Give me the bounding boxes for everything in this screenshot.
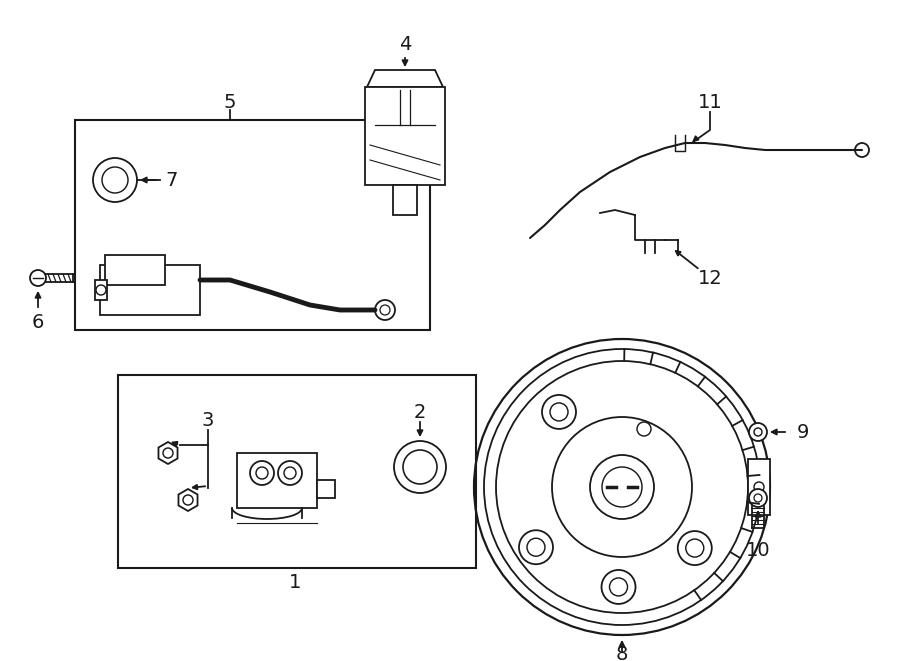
Text: 1: 1 (289, 572, 302, 592)
Text: 6: 6 (32, 313, 44, 332)
Circle shape (278, 461, 302, 485)
Text: 8: 8 (616, 646, 628, 661)
Bar (100, 265, 200, 315)
Circle shape (678, 531, 712, 565)
Circle shape (403, 450, 437, 484)
Circle shape (102, 167, 128, 193)
Text: 3: 3 (202, 410, 214, 430)
Circle shape (250, 461, 274, 485)
Polygon shape (367, 70, 443, 87)
Circle shape (602, 467, 642, 507)
Circle shape (380, 305, 390, 315)
Text: 12: 12 (698, 268, 723, 288)
Circle shape (256, 467, 268, 479)
Circle shape (754, 482, 764, 492)
Text: 10: 10 (746, 541, 770, 559)
Circle shape (93, 158, 137, 202)
Circle shape (375, 300, 395, 320)
Circle shape (855, 143, 869, 157)
Bar (393, 185, 417, 215)
Bar (237, 453, 317, 508)
Bar (748, 459, 770, 515)
Circle shape (749, 423, 767, 441)
Circle shape (749, 489, 767, 507)
Polygon shape (158, 442, 177, 464)
Text: 9: 9 (796, 422, 809, 442)
Circle shape (754, 428, 762, 436)
Circle shape (601, 570, 635, 604)
Text: 11: 11 (698, 93, 723, 112)
Circle shape (590, 455, 654, 519)
Bar (75, 120, 430, 330)
Bar (95, 280, 107, 300)
Text: 5: 5 (224, 93, 236, 112)
Bar (365, 87, 445, 185)
Text: 2: 2 (414, 403, 427, 422)
Text: 7: 7 (166, 171, 178, 190)
Circle shape (284, 467, 296, 479)
Circle shape (183, 495, 193, 505)
Bar (317, 480, 335, 498)
Circle shape (394, 441, 446, 493)
Circle shape (542, 395, 576, 429)
Bar (118, 375, 476, 568)
Circle shape (519, 530, 553, 564)
Bar (105, 255, 165, 285)
Circle shape (30, 270, 46, 286)
Circle shape (754, 494, 762, 502)
Polygon shape (178, 489, 197, 511)
Text: 4: 4 (399, 36, 411, 54)
Circle shape (96, 285, 106, 295)
Circle shape (163, 448, 173, 458)
